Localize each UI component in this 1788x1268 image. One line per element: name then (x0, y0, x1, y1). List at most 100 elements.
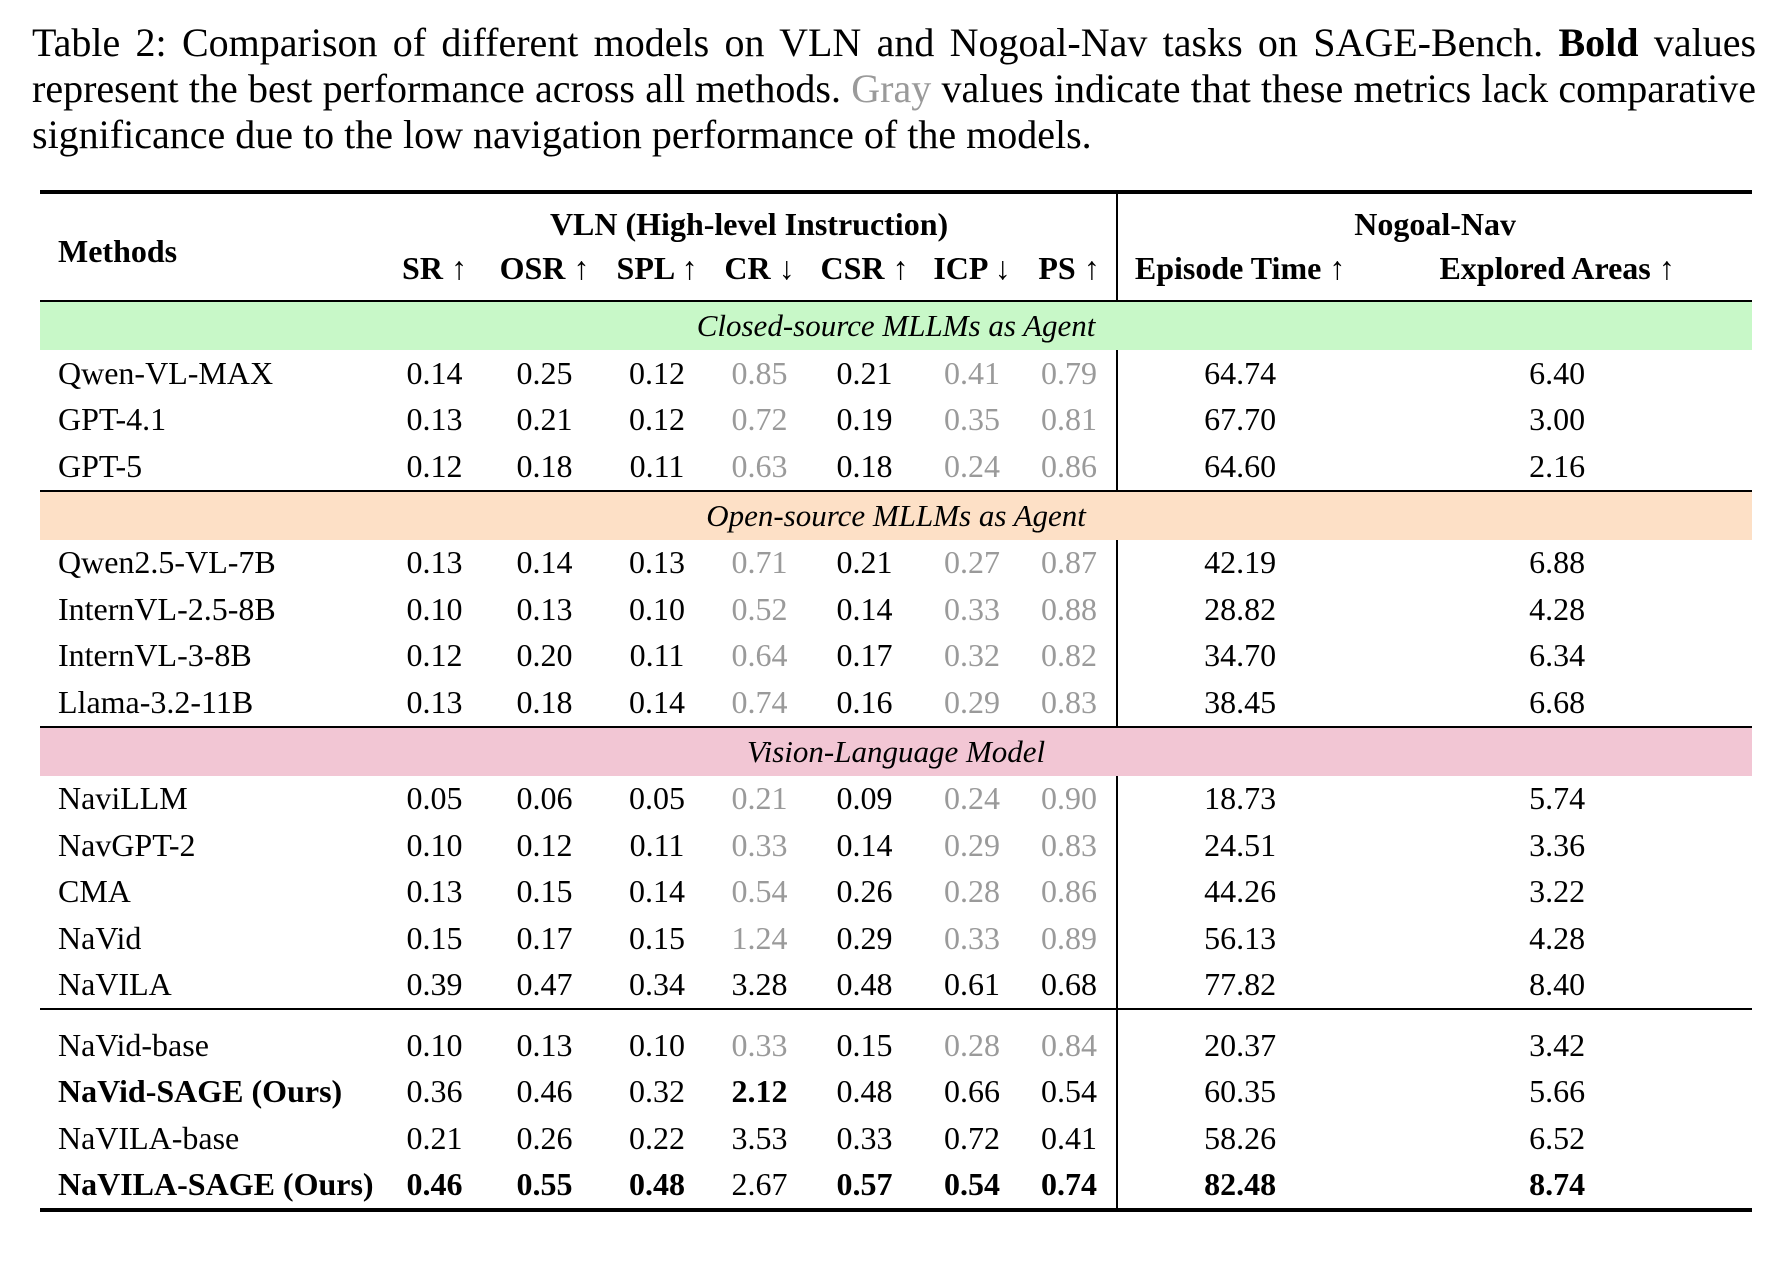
table-row: NaVid-SAGE (Ours) 0.36 0.46 0.32 2.12 0.48 0.6… (40, 1068, 1752, 1115)
section-band: Vision-Language Model (40, 726, 1753, 776)
metric-cell: 0.13 (406, 873, 463, 910)
method-name: NaVILA-SAGE (Ours) (58, 1166, 374, 1203)
metric-cell: 28.82 (1204, 590, 1277, 627)
metric-cell: 3.22 (1529, 873, 1586, 910)
metric-cell: 0.15 (836, 1026, 893, 1063)
metric-cell: 0.14 (836, 590, 893, 627)
method-name: Qwen-VL-MAX (58, 354, 274, 391)
col-header: CR ↓ (724, 249, 795, 286)
metric-cell: 0.14 (406, 354, 463, 391)
table-row: NaVILA-base 0.21 0.26 0.22 3.53 0.33 0.72 0.41 5… (40, 1115, 1752, 1162)
method-name: GPT-5 (40, 443, 382, 492)
metric-cell: 82.48 (1204, 1166, 1277, 1203)
metric-cell: 4.28 (1529, 590, 1586, 627)
table-row: InternVL-3-8B 0.12 0.20 0.11 0.64 0.17 0.32 0.8… (40, 632, 1752, 679)
caption-label: Table 2: (32, 20, 167, 65)
metric-cell: 0.20 (516, 637, 573, 674)
caption-bold-word: Bold (1558, 20, 1639, 65)
table-row: NaviLLM 0.05 0.06 0.05 0.21 0.09 0.24 0.90 18.73… (40, 775, 1752, 822)
metric-cell: 0.10 (406, 826, 463, 863)
table-caption: Table 2: Comparison of different models … (32, 20, 1756, 158)
metric-cell: 0.86 (1022, 868, 1119, 915)
metric-cell: 0.55 (516, 1166, 573, 1203)
table-row: Qwen2.5-VL-7B 0.13 0.14 0.13 0.71 0.21 0.27 0.8… (40, 539, 1752, 586)
metric-cell: 0.13 (629, 544, 685, 581)
metric-cell: 4.28 (1529, 919, 1586, 956)
metric-cell: 0.21 (836, 354, 893, 391)
metric-cell: 0.28 (944, 873, 1000, 910)
metric-cell: 0.74 (1022, 1161, 1119, 1210)
table-body: Closed-source MLLMs as Agent Qwen-VL-MAX 0… (40, 301, 1753, 1210)
table-row: GPT-5 0.12 0.18 0.11 0.63 0.18 0.24 0.86 64.60 2.… (40, 443, 1753, 492)
metric-cell: 0.81 (1022, 396, 1119, 443)
metric-cell: 0.39 (382, 961, 487, 1010)
metric-cell: 0.68 (1022, 961, 1119, 1010)
table-row: CMA 0.13 0.15 0.14 0.54 0.26 0.28 0.86 44.26 3.22 (40, 868, 1752, 915)
metric-cell: 0.14 (516, 544, 573, 581)
section-title: Open-source MLLMs as Agent (40, 490, 1753, 540)
metric-cell: 0.12 (629, 354, 685, 391)
metric-cell: 0.12 (406, 637, 463, 674)
metric-cell: 6.88 (1529, 544, 1586, 581)
metric-cell: 0.74 (712, 679, 807, 728)
metric-cell: 0.13 (516, 1026, 573, 1063)
metric-cell: 0.05 (406, 780, 463, 817)
metric-cell: 0.10 (406, 590, 463, 627)
table-row: GPT-4.1 0.13 0.21 0.12 0.72 0.19 0.35 0.81 67.70… (40, 396, 1752, 443)
metric-cell: 0.87 (1022, 539, 1119, 586)
metric-cell: 0.12 (516, 826, 573, 863)
metric-cell: 0.61 (922, 961, 1022, 1010)
metric-cell: 0.89 (1022, 915, 1119, 962)
metric-cell: 0.64 (731, 637, 788, 674)
metric-cell: 0.63 (712, 443, 807, 492)
metric-cell: 8.74 (1529, 1166, 1586, 1203)
metric-cell: 0.54 (1022, 1068, 1119, 1115)
metric-cell: 0.10 (406, 1026, 463, 1063)
metric-cell: 0.48 (629, 1166, 685, 1203)
metric-cell: 0.18 (487, 443, 602, 492)
metric-cell: 0.72 (944, 1119, 1000, 1156)
section-gap (40, 1009, 1752, 1022)
metric-cell: 0.15 (516, 873, 573, 910)
metric-cell: 0.26 (836, 873, 893, 910)
metric-cell: 2.12 (731, 1073, 788, 1110)
col-header: PS ↑ (1022, 246, 1119, 301)
header-row-columns: SR ↑ OSR ↑ SPL ↑ CR ↓ CSR ↑ ICP ↓ PS ↑ E… (40, 246, 1753, 301)
metric-cell: 0.15 (406, 919, 463, 956)
section-title: Vision-Language Model (40, 726, 1753, 776)
metric-cell: 0.13 (406, 401, 463, 438)
metric-cell: 77.82 (1117, 961, 1363, 1010)
col-header: SR ↑ (402, 249, 467, 286)
metric-cell: 0.13 (516, 590, 573, 627)
metric-cell: 0.54 (731, 873, 788, 910)
metric-cell: 0.15 (629, 919, 685, 956)
metric-cell: 0.29 (922, 679, 1022, 728)
metric-cell: 0.33 (944, 590, 1000, 627)
metric-cell: 0.10 (629, 1026, 685, 1063)
metric-cell: 0.14 (836, 826, 893, 863)
metric-cell: 3.53 (731, 1119, 788, 1156)
metric-cell: 0.86 (1022, 443, 1119, 492)
metric-cell: 24.51 (1204, 826, 1277, 863)
caption-text-1: Comparison of different models on VLN an… (181, 20, 1544, 65)
metric-cell: 0.85 (731, 354, 788, 391)
method-name: NaVid-SAGE (Ours) (58, 1073, 343, 1110)
metric-cell: 0.13 (382, 679, 487, 728)
header-row-groups: Methods VLN (High-level Instruction) Nog… (40, 192, 1752, 269)
metric-cell: 0.48 (836, 1073, 893, 1110)
metric-cell: 0.06 (516, 780, 573, 817)
metric-cell: 0.25 (516, 354, 573, 391)
metric-cell: 64.74 (1204, 354, 1277, 391)
metric-cell: 0.12 (382, 443, 487, 492)
metric-cell: 0.13 (406, 544, 463, 581)
metric-cell: 0.18 (807, 443, 922, 492)
metric-cell: 0.11 (629, 637, 685, 674)
metric-cell: 0.22 (629, 1119, 685, 1156)
metric-cell: 34.70 (1204, 637, 1277, 674)
results-table: Methods VLN (High-level Instruction) Nog… (40, 190, 1753, 1212)
metric-cell: 0.71 (731, 544, 788, 581)
method-name: Qwen2.5-VL-7B (58, 544, 276, 581)
metric-cell: 20.37 (1204, 1026, 1277, 1063)
metric-cell: 42.19 (1204, 544, 1277, 581)
metric-cell: 0.90 (1022, 775, 1119, 822)
